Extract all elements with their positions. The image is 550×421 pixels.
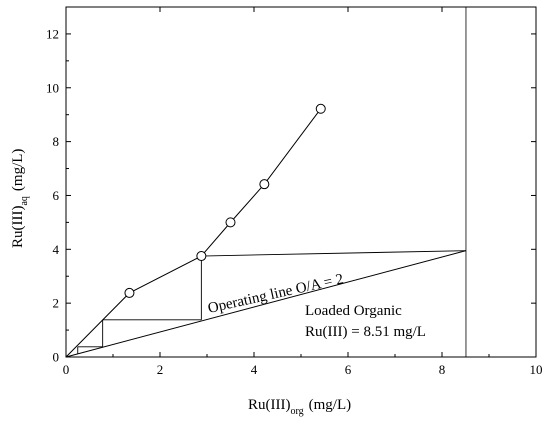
x-axis-label: Ru(III)org (mg/L) [248, 397, 351, 417]
loaded-organic-label: Loaded Organic [305, 303, 402, 319]
x-tick-label: 0 [63, 362, 70, 377]
stage-step [201, 250, 466, 257]
y-tick-label: 2 [53, 296, 60, 311]
y-tick-label: 10 [46, 80, 59, 95]
x-axis-label-main: Ru(III) [248, 397, 290, 413]
x-axis-label-unit: (mg/L) [309, 397, 352, 413]
y-tick-label: 0 [53, 350, 60, 365]
y-tick-label: 4 [53, 242, 60, 257]
y-tick-label: 12 [46, 26, 59, 41]
stage-steps [77, 250, 466, 354]
y-axis-label-unit: (mg/L) [10, 149, 26, 192]
lines [65, 7, 467, 358]
y-tick-label: 6 [53, 188, 60, 203]
data-points [124, 103, 326, 298]
x-tick-label: 4 [251, 362, 258, 377]
y-tick-label: 8 [53, 134, 60, 149]
x-tick-label: 10 [530, 362, 543, 377]
loaded-organic-value: Ru(III) = 8.51 mg/L [305, 324, 426, 340]
x-tick-label: 8 [439, 362, 446, 377]
y-axis-label-main: Ru(III) [10, 206, 26, 248]
data-point [315, 103, 326, 114]
y-axis-label: Ru(III)aq (mg/L) [10, 149, 30, 248]
x-tick-label: 2 [157, 362, 164, 377]
x-axis-label-sub: org [290, 406, 303, 417]
plot-frame [65, 6, 537, 358]
data-point [259, 179, 270, 190]
equilibrium-curve [65, 108, 322, 358]
x-tick-label: 6 [345, 362, 352, 377]
data-point [225, 217, 236, 228]
operating-line [65, 250, 467, 358]
y-axis-label-sub: aq [19, 196, 30, 205]
data-point [196, 251, 207, 262]
axes: 0 2 4 6 8 10 0 2 4 6 8 10 12 [46, 6, 543, 377]
data-point [124, 287, 135, 298]
